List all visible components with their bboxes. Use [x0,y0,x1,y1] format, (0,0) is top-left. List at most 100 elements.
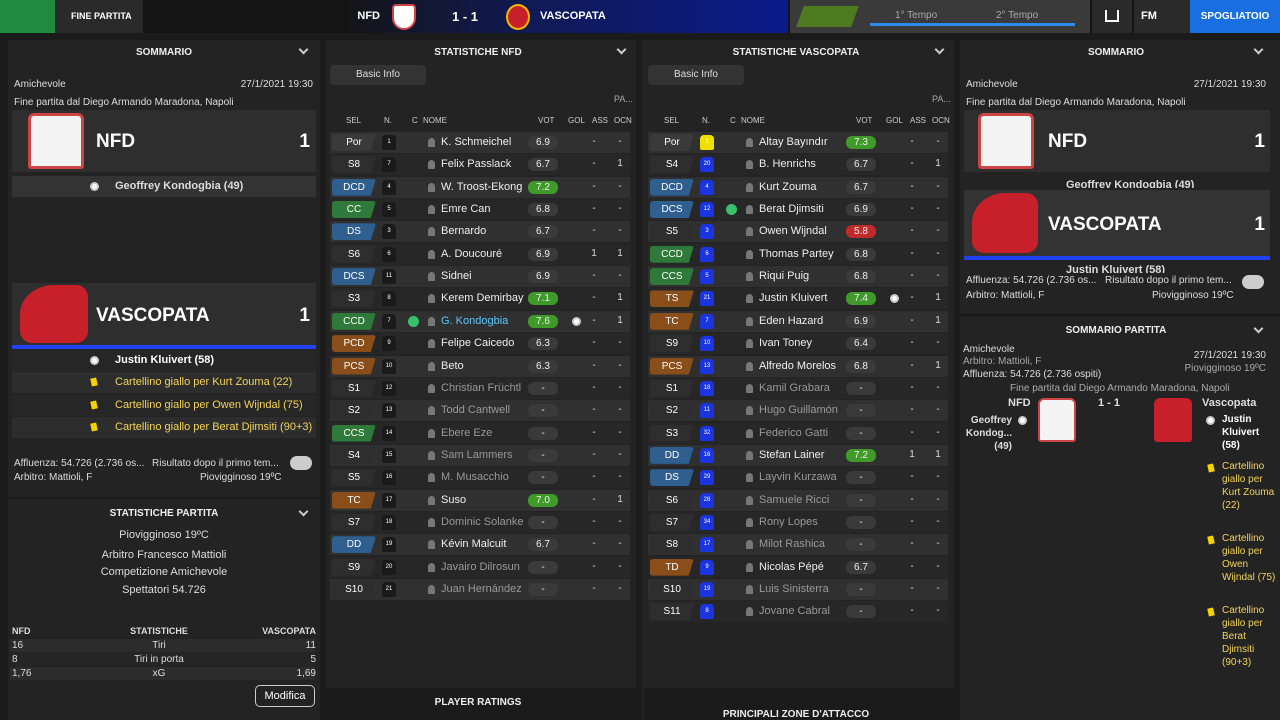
chances: 1 [617,292,623,304]
player-name[interactable]: Ivan Toney [759,337,813,350]
captain-icon [726,204,737,216]
player-name[interactable]: Thomas Partey [759,247,834,260]
player-name[interactable]: K. Schmeichel [441,136,512,148]
kit: 9 [382,336,396,352]
stats-row [10,639,315,652]
player-name[interactable]: Milot Rashica [759,538,826,551]
stats-cell: Tiri in porta [134,654,184,665]
player-name[interactable]: Federico Gatti [759,426,829,439]
player-name[interactable]: Christian Früchtl [441,381,522,394]
panel-title: SOMMARIO [1087,47,1145,58]
player-name[interactable]: Dominic Solanke [441,515,524,528]
person-icon [746,182,753,192]
player-name[interactable]: Sidnei [441,270,472,283]
column-header: GOL [568,116,585,125]
position: DS [332,223,376,241]
player-name[interactable]: Luis Sinisterra [759,583,829,595]
referee: Arbitro: Mattioli, F [966,290,1045,301]
player-name[interactable]: Jovane Cabral [759,605,830,618]
home-kit [28,113,84,169]
player-name[interactable]: Berat Djimsiti [759,203,824,216]
kit: 6 [382,246,396,262]
rating: 6.9 [528,247,558,261]
event: Cartellino giallo per Berat Djimsiti (90… [115,420,313,433]
weather: Piovigginoso 19ºC [1184,363,1266,374]
weather-icon [290,456,312,470]
player-name[interactable]: B. Henrichs [759,158,816,171]
rating: - [846,426,876,440]
rating: 6.7 [528,158,558,172]
player-name[interactable]: Layvin Kurzawa [759,471,837,484]
filter-button[interactable]: Basic Info [648,65,744,85]
chances: - [936,381,940,393]
player-name[interactable]: Emre Can [441,203,491,216]
player-name[interactable]: Stefan Lainer [759,448,825,461]
goal-icon [572,316,581,326]
player-name[interactable]: Kerem Demirbay [441,292,524,305]
person-icon [428,406,435,416]
rating: 7.2 [528,180,558,194]
kit: 34 [700,514,714,530]
person-icon [428,473,435,483]
assists: - [592,583,596,594]
assists: - [592,158,596,170]
column-header: OCN [614,116,632,125]
position: S2 [332,402,376,420]
player-name[interactable]: W. Troost-Ekong [441,180,523,193]
rating: - [846,381,876,395]
rating: 6.9 [528,136,558,149]
player-name[interactable]: A. Doucouré [441,247,503,260]
player-name[interactable]: Hugo Guillamón [759,404,838,417]
stats-cell: Tiri [152,640,166,651]
player-name[interactable]: Altay Bayındır [759,136,828,148]
player-name[interactable]: Kévin Malcuit [441,538,507,551]
player-name[interactable]: Felix Passlack [441,158,512,171]
assists: - [592,203,596,215]
stats-header: VASCOPATA [262,626,316,636]
assists: - [910,136,914,147]
assists: - [592,225,596,237]
player-name[interactable]: Rony Lopes [759,515,818,528]
person-icon [746,160,753,170]
chances: - [936,560,940,572]
player-name[interactable]: Justin Kluivert [759,292,828,305]
club-logo[interactable] [0,0,55,33]
player-name[interactable]: Alfredo Morelos [759,359,837,372]
player-name[interactable]: G. Kondogbia [441,314,509,327]
player-name[interactable]: Kurt Zouma [759,180,817,193]
assists: - [910,381,914,393]
player-name[interactable]: Suso [441,493,467,506]
person-icon [428,361,435,371]
player-name[interactable]: Eden Hazard [759,314,824,327]
player-name[interactable]: Owen Wijndal [759,225,827,238]
player-name[interactable]: Riqui Puig [759,270,810,283]
date: 27/1/2021 19:30 [1193,79,1266,90]
player-name[interactable]: Juan Hernández [441,583,522,595]
team-goals: 1 [299,305,310,326]
player-name[interactable]: Todd Cantwell [441,404,511,417]
dressing-room-button[interactable]: SPOGLIATOIO [1190,0,1280,33]
player-name[interactable]: Bernardo [441,225,487,238]
kit: 21 [700,291,714,307]
player-name[interactable]: Felipe Caicedo [441,337,515,350]
player-name[interactable]: Samuele Ricci [759,493,830,506]
player-name[interactable]: Kamil Grabara [759,381,830,394]
chances: 1 [617,158,623,170]
player-name[interactable]: M. Musacchio [441,471,509,484]
edit-button[interactable]: Modifica [255,685,315,707]
home-team: NFD [357,10,380,22]
player-name[interactable]: Ebere Eze [441,426,493,439]
position: Por [332,134,376,151]
player-name[interactable]: Javairo Dilrosun [441,560,520,573]
player-name[interactable]: Beto [441,359,464,372]
filter-button[interactable]: Basic Info [330,65,426,85]
fm-menu[interactable]: FM [1134,0,1190,33]
rating: 6.7 [846,180,876,194]
player-name[interactable]: Sam Lammers [441,448,513,461]
player-name[interactable]: Nicolas Pépé [759,560,824,573]
kit: 32 [700,425,714,441]
home-button[interactable] [1092,0,1132,33]
chances: - [936,515,940,527]
kit: 18 [700,380,714,396]
